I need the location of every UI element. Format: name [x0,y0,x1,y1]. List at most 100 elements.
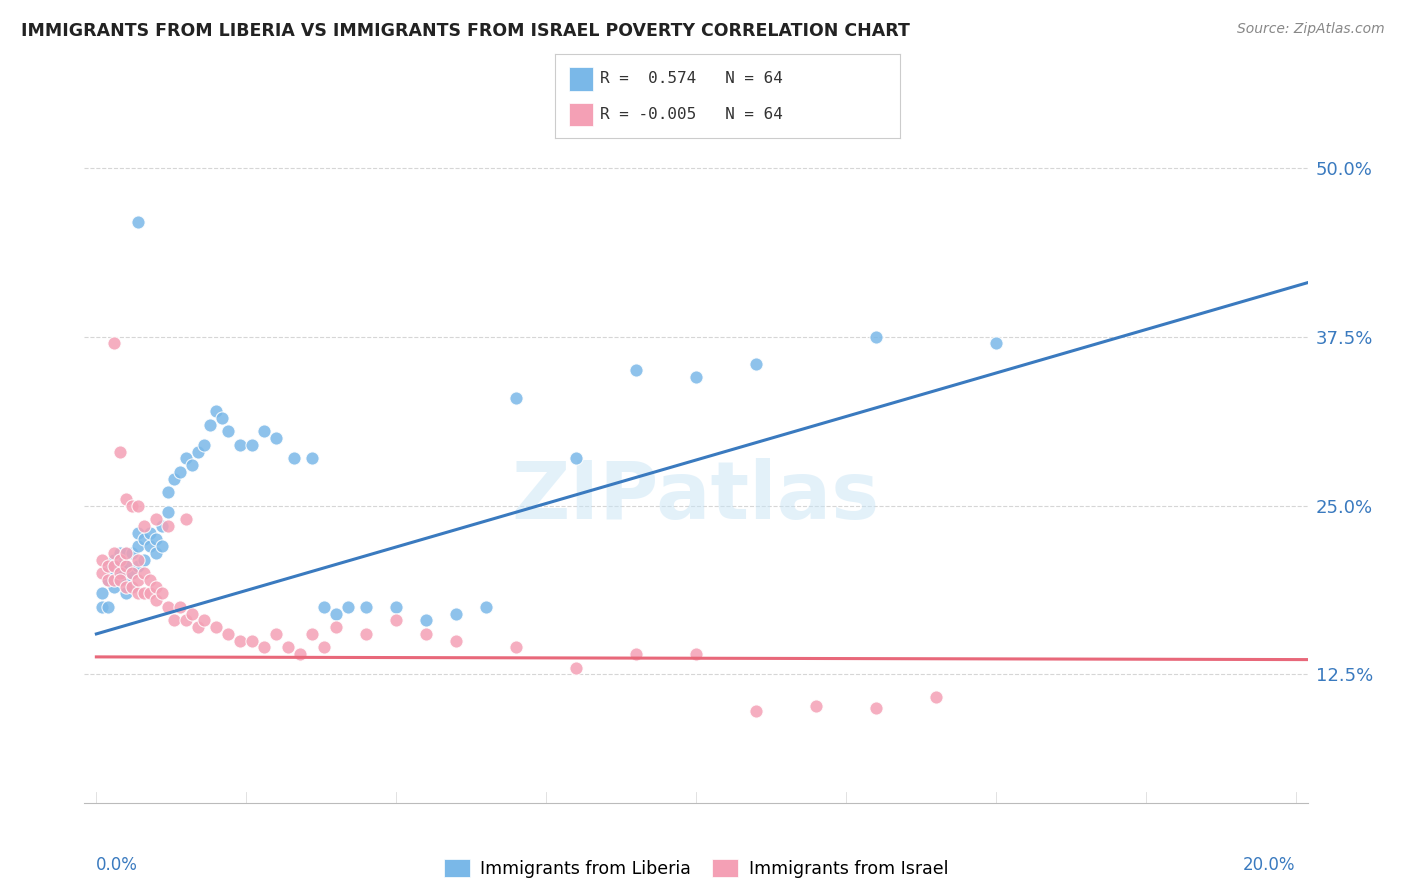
Point [865,329,887,343]
Point [127,573,149,587]
Point [205,620,228,634]
Point [103,546,125,560]
Point [181,458,204,472]
Text: IMMIGRANTS FROM LIBERIA VS IMMIGRANTS FROM ISRAEL POVERTY CORRELATION CHART: IMMIGRANTS FROM LIBERIA VS IMMIGRANTS FR… [21,22,910,40]
Point [157,599,180,614]
Point [505,391,527,405]
Point [115,559,138,574]
Point [115,546,138,560]
Bar [569,103,593,127]
Point [157,519,180,533]
Point [444,607,467,621]
Point [110,546,132,560]
Point [217,424,239,438]
Point [134,586,156,600]
Point [157,485,180,500]
Point [121,499,143,513]
Point [134,552,156,566]
Point [240,633,263,648]
Point [253,424,276,438]
Text: Source: ZipAtlas.com: Source: ZipAtlas.com [1237,22,1385,37]
Point [127,539,149,553]
Bar [569,67,593,91]
Text: 0.0%: 0.0% [97,856,138,874]
Point [110,559,132,574]
Point [139,525,162,540]
Point [624,647,647,661]
Point [685,647,707,661]
Point [134,566,156,581]
Point [103,336,125,351]
Point [110,444,132,458]
Point [91,566,114,581]
Point [127,559,149,574]
Point [121,546,143,560]
Point [984,336,1007,351]
Point [200,417,222,432]
Point [565,451,588,466]
Text: 20.0%: 20.0% [1243,856,1295,874]
Point [157,505,180,519]
Point [115,546,138,560]
Text: R =  0.574   N = 64: R = 0.574 N = 64 [600,71,783,87]
Point [283,451,305,466]
Point [163,614,186,628]
Point [145,533,167,547]
Point [565,661,588,675]
Point [121,580,143,594]
Point [187,620,209,634]
Point [193,614,215,628]
Point [127,552,149,566]
Point [314,640,336,655]
Point [97,599,120,614]
Point [314,599,336,614]
Point [169,465,191,479]
Legend: Immigrants from Liberia, Immigrants from Israel: Immigrants from Liberia, Immigrants from… [437,852,955,885]
Point [145,546,167,560]
Point [127,215,149,229]
Point [97,559,120,574]
Point [115,586,138,600]
Point [127,525,149,540]
Point [475,599,498,614]
Point [110,573,132,587]
Point [103,573,125,587]
Point [150,586,173,600]
Point [804,698,827,713]
Point [163,472,186,486]
Point [115,559,138,574]
Point [91,552,114,566]
Point [139,539,162,553]
Point [115,573,138,587]
Point [145,512,167,526]
Point [217,627,239,641]
Point [91,599,114,614]
Point [103,552,125,566]
Point [115,580,138,594]
Point [134,533,156,547]
Point [290,647,312,661]
Point [385,614,408,628]
Point [150,539,173,553]
Point [325,607,347,621]
Point [139,586,162,600]
Point [127,586,149,600]
Point [110,566,132,581]
Point [121,566,143,581]
Point [301,451,323,466]
Point [415,627,437,641]
Point [415,614,437,628]
Point [354,627,377,641]
Point [229,438,252,452]
Point [505,640,527,655]
Point [97,559,120,574]
Point [925,690,948,705]
Point [385,599,408,614]
Point [121,580,143,594]
Point [134,519,156,533]
Point [745,704,768,718]
Point [685,370,707,384]
Point [444,633,467,648]
Point [150,519,173,533]
Point [103,580,125,594]
